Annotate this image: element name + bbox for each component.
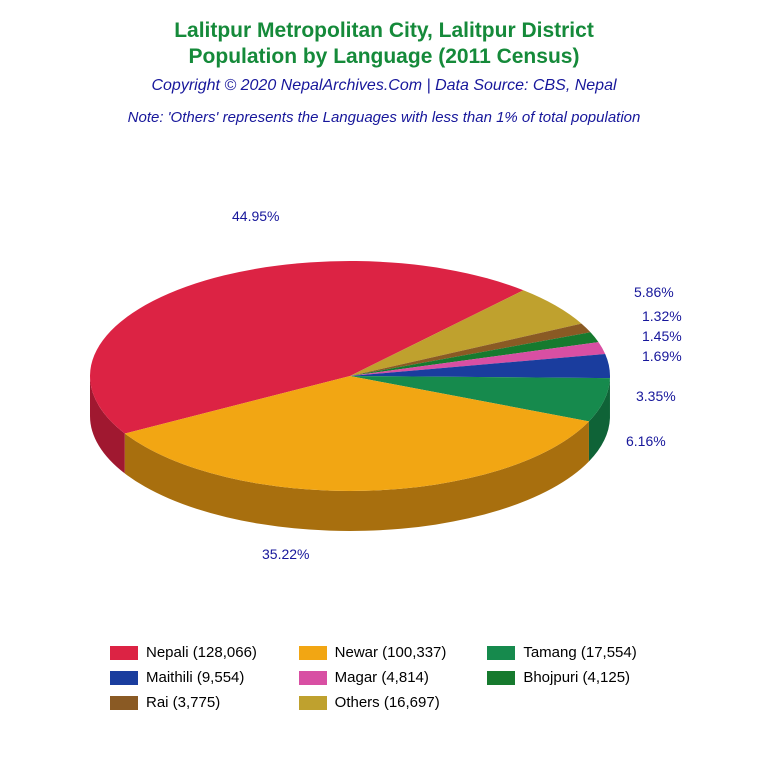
chart-titles: Lalitpur Metropolitan City, Lalitpur Dis… [0,0,768,126]
legend-swatch [299,671,327,685]
legend-swatch [487,671,515,685]
legend-item: Rai (3,775) [110,694,293,711]
legend-item: Bhojpuri (4,125) [487,669,670,686]
legend-label: Bhojpuri (4,125) [523,669,630,686]
legend: Nepali (128,066) Newar (100,337) Tamang (1… [110,644,670,711]
legend-label: Rai (3,775) [146,694,220,711]
legend-item: Maithili (9,554) [110,669,293,686]
pct-label: 6.16% [626,433,666,449]
pct-label: 1.45% [642,328,682,344]
legend-item: Others (16,697) [299,694,482,711]
legend-label: Newar (100,337) [335,644,447,661]
pie-svg [0,156,768,576]
legend-swatch [299,646,327,660]
legend-label: Others (16,697) [335,694,440,711]
legend-item: Newar (100,337) [299,644,482,661]
legend-item: Tamang (17,554) [487,644,670,661]
pct-label: 35.22% [262,546,309,562]
note: Note: 'Others' represents the Languages … [0,109,768,126]
legend-swatch [110,671,138,685]
legend-item: Magar (4,814) [299,669,482,686]
title-line2: Population by Language (2011 Census) [0,44,768,70]
pct-label: 3.35% [636,388,676,404]
pie-chart: 44.95% 5.86% 1.32% 1.45% 1.69% 3.35% 6.16% 35.2… [0,156,768,576]
title-line1: Lalitpur Metropolitan City, Lalitpur Dis… [0,18,768,44]
pct-label: 5.86% [634,284,674,300]
legend-swatch [299,696,327,710]
legend-label: Nepali (128,066) [146,644,257,661]
legend-item: Nepali (128,066) [110,644,293,661]
legend-label: Tamang (17,554) [523,644,636,661]
legend-label: Magar (4,814) [335,669,429,686]
subtitle: Copyright © 2020 NepalArchives.Com | Dat… [0,77,768,95]
legend-swatch [487,646,515,660]
pct-label: 44.95% [232,208,279,224]
legend-swatch [110,696,138,710]
legend-label: Maithili (9,554) [146,669,244,686]
pct-label: 1.69% [642,348,682,364]
pct-label: 1.32% [642,308,682,324]
legend-swatch [110,646,138,660]
